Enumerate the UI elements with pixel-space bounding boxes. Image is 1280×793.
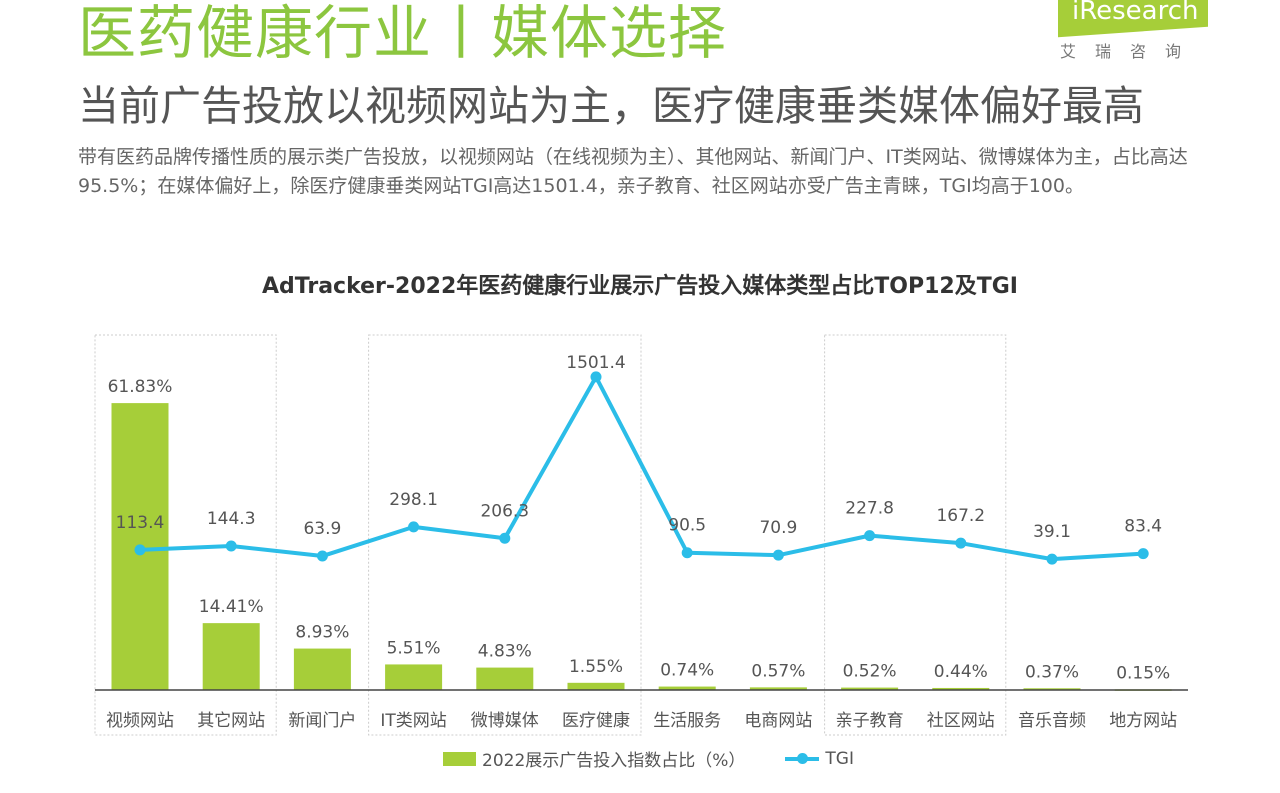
description: 带有医药品牌传播性质的展示类广告投放，以视频网站（在线视频为主）、其他网站、新闻…: [78, 146, 1188, 197]
tgi-point: [681, 547, 693, 559]
legend-bar-label: 2022展示广告投入指数占比（%）: [482, 751, 746, 771]
bar-value-label: 0.52%: [843, 662, 897, 682]
bar-value-label: 0.44%: [934, 662, 988, 682]
bar-value-label: 1.55%: [569, 657, 623, 677]
category-tick-label: 生活服务: [653, 711, 721, 731]
tgi-point: [955, 537, 967, 549]
category-tick-label: 视频网站: [106, 711, 174, 731]
category-tick-label: 音乐音频: [1018, 711, 1086, 731]
bar-value-label: 14.41%: [199, 597, 264, 617]
bar-value-label: 0.37%: [1025, 662, 1079, 682]
tgi-value-label: 206.3: [480, 501, 529, 521]
tgi-point: [134, 544, 146, 556]
category-tick-label: 新闻门户: [288, 711, 356, 731]
tgi-point: [772, 549, 784, 561]
tgi-point: [590, 371, 602, 383]
highlight-group-box: [368, 334, 642, 736]
tgi-value-label: 83.4: [1124, 517, 1162, 537]
category-tick-label: 地方网站: [1109, 711, 1177, 731]
bar-value-label: 4.83%: [478, 642, 532, 662]
bar-value-label: 0.57%: [751, 661, 805, 681]
highlight-group-box: [94, 334, 277, 736]
bar-value-label: 8.93%: [295, 623, 349, 643]
tgi-value-label: 113.4: [116, 513, 165, 533]
page-title: 医药健康行业丨媒体选择: [78, 0, 728, 67]
bar: [932, 687, 990, 690]
category-tick-label: 亲子教育: [836, 711, 904, 731]
tgi-point: [864, 530, 876, 542]
tgi-point: [1046, 553, 1058, 565]
bar: [567, 682, 625, 690]
bar-value-label: 5.51%: [387, 638, 441, 658]
tgi-point: [316, 550, 328, 562]
bar-value-label: 0.15%: [1116, 663, 1170, 683]
bar: [476, 667, 534, 690]
tgi-value-label: 90.5: [668, 516, 706, 536]
legend-line-swatch: [785, 752, 820, 764]
bar: [293, 648, 351, 690]
bar: [1023, 688, 1081, 690]
bar-value-label: 61.83%: [108, 377, 173, 397]
tgi-value-label: 70.9: [759, 518, 797, 538]
category-tick-label: IT类网站: [380, 711, 446, 731]
tgi-value-label: 39.1: [1033, 522, 1071, 542]
tgi-value-label: 298.1: [389, 490, 438, 510]
logo-cn: 艾瑞咨询: [1060, 42, 1201, 61]
category-tick-label: 医疗健康: [562, 711, 630, 731]
bar-value-label: 0.74%: [660, 661, 714, 681]
tgi-point: [225, 540, 237, 552]
bar: [658, 686, 716, 690]
legend: 2022展示广告投入指数占比（%） TGI: [443, 746, 854, 771]
tgi-value-label: 167.2: [936, 506, 985, 526]
bar: [749, 687, 807, 690]
tgi-point: [1137, 548, 1149, 560]
category-tick-label: 其它网站: [197, 711, 265, 731]
tgi-value-label: 227.8: [845, 499, 894, 519]
legend-line-label: TGI: [825, 748, 854, 769]
bar: [202, 623, 260, 690]
chart-title: AdTracker-2022年医药健康行业展示广告投入媒体类型占比TOP12及T…: [262, 274, 1018, 299]
tgi-value-label: 63.9: [303, 519, 341, 539]
bar: [841, 687, 899, 690]
tgi-line: [139, 374, 1144, 562]
tgi-value-label: 1501.4: [566, 353, 625, 373]
highlight-group-box: [824, 334, 1007, 736]
tgi-point: [408, 521, 420, 533]
tgi-value-label: 144.3: [207, 509, 256, 529]
category-tick-label: 社区网站: [927, 711, 995, 731]
bar: [385, 664, 443, 690]
page-subtitle: 当前广告投放以视频网站为主，医疗健康垂类媒体偏好最高: [78, 82, 1144, 130]
tgi-point: [499, 532, 511, 544]
category-tick-label: 微博媒体: [471, 711, 539, 731]
category-tick-label: 电商网站: [744, 711, 812, 731]
legend-bar-swatch: [443, 751, 476, 766]
